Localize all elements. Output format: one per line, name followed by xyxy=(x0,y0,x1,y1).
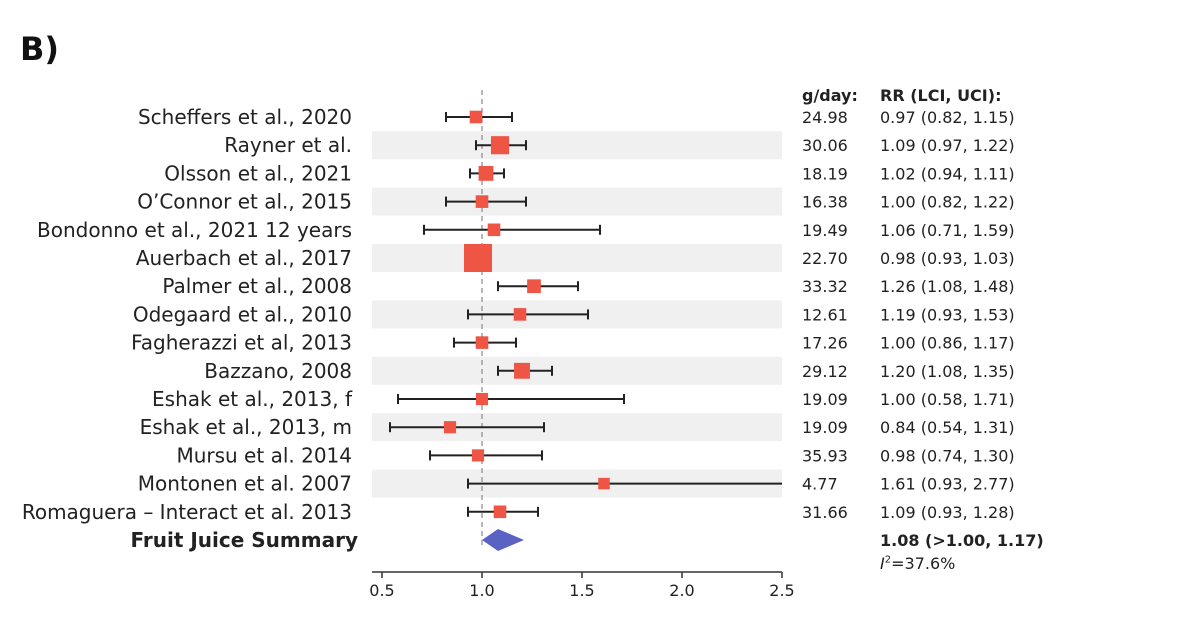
rr-value: 0.97 (0.82, 1.15) xyxy=(880,108,1015,127)
point-estimate xyxy=(475,392,489,406)
summary-rr: 1.08 (>1.00, 1.17) xyxy=(880,531,1044,550)
dose-value: 19.09 xyxy=(802,418,848,437)
study-label: Auerbach et al., 2017 xyxy=(136,246,352,270)
rr-value: 1.02 (0.94, 1.11) xyxy=(880,164,1015,183)
dose-value: 33.32 xyxy=(802,277,848,296)
point-estimate xyxy=(493,505,507,519)
i2-power: 2 xyxy=(884,554,892,566)
study-label: Rayner et al. xyxy=(224,133,352,157)
rr-value: 0.98 (0.74, 1.30) xyxy=(880,446,1015,465)
x-tick-label: 2.5 xyxy=(769,581,794,600)
point-estimate xyxy=(490,136,510,155)
i2-value: =37.6% xyxy=(891,554,956,573)
point-estimate xyxy=(513,308,527,321)
study-label: Bondonno et al., 2021 12 years xyxy=(37,218,352,242)
study-label: Montonen et al. 2007 xyxy=(138,472,352,496)
study-label: Mursu et al. 2014 xyxy=(176,443,352,467)
point-estimate xyxy=(514,362,530,379)
x-tick-label: 2.0 xyxy=(669,581,694,600)
study-label: Olsson et al., 2021 xyxy=(164,161,352,185)
dose-value: 12.61 xyxy=(802,305,848,324)
point-estimate xyxy=(475,336,489,349)
dose-value: 4.77 xyxy=(802,475,838,494)
study-label: Bazzano, 2008 xyxy=(204,359,352,383)
study-row: Odegaard et al., 2010 12.61 1.19 (0.93, 1.… xyxy=(133,302,1015,326)
row-stripe xyxy=(372,356,782,385)
heterogeneity-stat: I2=37.6% xyxy=(880,554,955,573)
dose-value: 16.38 xyxy=(802,193,848,212)
rr-value: 1.61 (0.93, 2.77) xyxy=(880,475,1015,494)
study-row: O’Connor et al., 2015 16.38 1.00 (0.82, 1.… xyxy=(137,190,1014,214)
dose-value: 19.49 xyxy=(802,221,848,240)
study-row: Eshak et al., 2013, f 19.09 1.00 (0.58, 1.… xyxy=(152,387,1015,411)
point-estimate xyxy=(487,223,501,237)
panel-label: B) xyxy=(20,30,60,68)
row-stripe xyxy=(372,187,782,216)
study-label: Scheffers et al., 2020 xyxy=(138,105,352,129)
study-row: Auerbach et al., 2017 22.70 0.98 (0.93, 1.… xyxy=(136,244,1015,272)
study-row: Bazzano, 2008 29.12 1.20 (1.08, 1.35) xyxy=(204,359,1014,383)
column-header-rr: RR (LCI, UCI): xyxy=(880,86,1001,105)
summary-diamond xyxy=(482,529,524,551)
rr-value: 1.20 (1.08, 1.35) xyxy=(880,362,1015,381)
point-estimate xyxy=(478,166,494,181)
point-estimate xyxy=(475,195,489,208)
summary-row: Fruit Juice Summary 1.08 (>1.00, 1.17) xyxy=(131,528,1044,552)
column-header-dose: g/day: xyxy=(802,86,858,105)
point-estimate xyxy=(469,110,483,124)
study-row: Eshak et al., 2013, m 19.09 0.84 (0.54, 1.… xyxy=(140,415,1015,439)
study-row: Romaguera – Interact et al. 2013 31.66 1.0… xyxy=(22,500,1015,524)
point-estimate xyxy=(471,449,485,462)
rr-value: 0.98 (0.93, 1.03) xyxy=(880,249,1015,268)
x-axis: 0.5 1.0 1.5 2.0 2.5 xyxy=(369,571,795,600)
rr-value: 1.09 (0.97, 1.22) xyxy=(880,136,1015,155)
dose-value: 19.09 xyxy=(802,390,848,409)
study-row: Rayner et al. 30.06 1.09 (0.97, 1.22) xyxy=(224,133,1014,157)
rr-value: 1.00 (0.58, 1.71) xyxy=(880,390,1015,409)
point-estimate xyxy=(598,477,610,490)
study-row: Bondonno et al., 2021 12 years 19.49 1.06 … xyxy=(37,218,1015,242)
dose-value: 17.26 xyxy=(802,334,848,353)
study-label: Palmer et al., 2008 xyxy=(162,274,352,298)
dose-value: 30.06 xyxy=(802,136,848,155)
study-label: Romaguera – Interact et al. 2013 xyxy=(22,500,352,524)
dose-value: 29.12 xyxy=(802,362,848,381)
rr-value: 0.84 (0.54, 1.31) xyxy=(880,418,1015,437)
study-label: Eshak et al., 2013, f xyxy=(152,387,353,411)
study-row: Fagherazzi et al, 2013 17.26 1.00 (0.86, 1… xyxy=(131,331,1015,355)
dose-value: 22.70 xyxy=(802,249,848,268)
dose-value: 18.19 xyxy=(802,164,848,183)
study-label: Eshak et al., 2013, m xyxy=(140,415,352,439)
rr-value: 1.19 (0.93, 1.53) xyxy=(880,305,1015,324)
x-tick-label: 1.5 xyxy=(569,581,594,600)
study-row: Mursu et al. 2014 35.93 0.98 (0.74, 1.30) xyxy=(176,443,1014,467)
dose-value: 35.93 xyxy=(802,446,848,465)
dose-value: 24.98 xyxy=(802,108,848,127)
row-stripe xyxy=(372,131,782,160)
rr-value: 1.00 (0.82, 1.22) xyxy=(880,193,1015,212)
point-estimate xyxy=(443,421,457,434)
study-label: Fagherazzi et al, 2013 xyxy=(131,331,352,355)
study-rows: Scheffers et al., 2020 24.98 0.97 (0.82, 1… xyxy=(22,105,1015,524)
point-estimate xyxy=(464,244,492,272)
study-row: Montonen et al. 2007 4.77 1.61 (0.93, 2.77… xyxy=(138,472,1015,496)
rr-value: 1.06 (0.71, 1.59) xyxy=(880,221,1015,240)
rr-value: 1.26 (1.08, 1.48) xyxy=(880,277,1015,296)
study-row: Scheffers et al., 2020 24.98 0.97 (0.82, 1… xyxy=(138,105,1015,129)
i2-symbol: I xyxy=(880,554,885,573)
dose-value: 31.66 xyxy=(802,503,848,522)
x-tick-label: 1.0 xyxy=(469,581,494,600)
study-label: Odegaard et al., 2010 xyxy=(133,302,352,326)
study-row: Palmer et al., 2008 33.32 1.26 (1.08, 1.48… xyxy=(162,274,1014,298)
study-label: O’Connor et al., 2015 xyxy=(137,190,352,214)
summary-label: Fruit Juice Summary xyxy=(131,528,359,552)
rr-value: 1.09 (0.93, 1.28) xyxy=(880,503,1015,522)
x-tick-label: 0.5 xyxy=(369,581,394,600)
row-stripe xyxy=(372,244,782,272)
rr-value: 1.00 (0.86, 1.17) xyxy=(880,334,1015,353)
study-row: Olsson et al., 2021 18.19 1.02 (0.94, 1.11… xyxy=(164,161,1014,185)
point-estimate xyxy=(527,279,541,294)
